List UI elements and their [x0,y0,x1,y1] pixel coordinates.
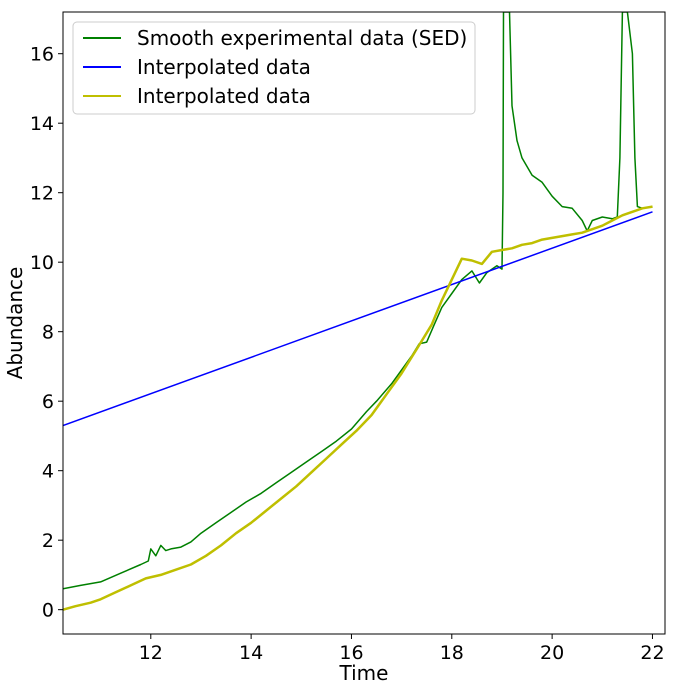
legend-label: Interpolated data [137,55,311,79]
x-tick-label: 18 [440,642,464,664]
legend: Smooth experimental data (SED) Interpolat… [72,21,476,115]
legend-label: Interpolated data [137,84,311,108]
y-tick-label: 8 [42,322,54,344]
series-line-interpolated-yellow [63,205,653,611]
plot-area [63,12,665,634]
x-tick-label: 12 [139,642,163,664]
x-axis-label: Time [339,661,389,685]
x-tick-label: 16 [339,642,363,664]
plot-frame [62,11,666,635]
y-tick-label: 16 [30,44,54,66]
x-tick-label: 22 [640,642,664,664]
y-tick-label: 14 [30,113,54,135]
y-tick-label: 2 [42,530,54,552]
y-axis-label: Abundance [3,267,27,380]
x-tick-label: 20 [540,642,564,664]
x-tick-label: 14 [239,642,263,664]
legend-box [72,21,476,115]
legend-label: Smooth experimental data (SED) [137,26,467,50]
series-line-interpolated-blue [63,211,653,427]
y-tick-label: 10 [30,252,54,274]
y-tick-label: 0 [42,600,54,622]
series-line-sed [63,12,653,590]
y-tick-label: 12 [30,183,54,205]
y-tick-label: 4 [42,461,54,483]
y-tick-label: 6 [42,391,54,413]
